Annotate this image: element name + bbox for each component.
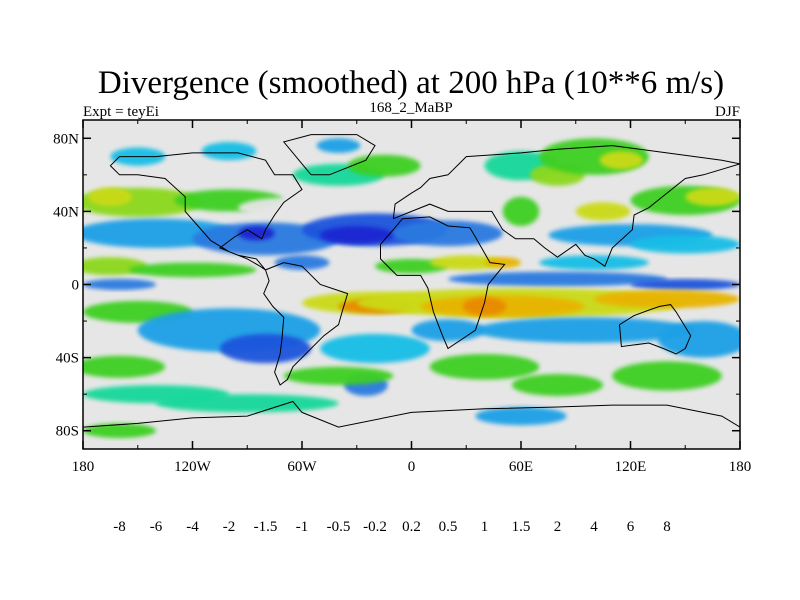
colorbar-label: 6 xyxy=(627,519,635,535)
field-blob xyxy=(575,405,722,420)
coastline xyxy=(380,216,506,350)
coastline xyxy=(619,304,692,355)
field-blob xyxy=(347,154,421,177)
colorbar-label: 4 xyxy=(590,519,598,535)
field-blob xyxy=(448,271,667,287)
field-blob xyxy=(247,273,357,289)
field-blob xyxy=(316,138,361,153)
y-axis: 80N 40N 0 40S 80S xyxy=(53,131,740,440)
field-blob xyxy=(612,361,722,391)
x-tick-label: 180 xyxy=(729,459,752,475)
field-blob xyxy=(320,333,430,364)
colorbar-label: 1.5 xyxy=(512,519,531,535)
subtitle-left: Expt = teyEi xyxy=(83,104,159,120)
field-blob xyxy=(128,262,257,278)
colorbar-label: -2 xyxy=(223,519,236,535)
x-tick-label: 120W xyxy=(174,459,212,475)
subtitle-right: DJF xyxy=(715,104,740,120)
field-blob xyxy=(462,297,507,316)
field-blob xyxy=(201,142,257,161)
divergence-field xyxy=(83,138,740,439)
field-blob xyxy=(393,220,503,247)
colorbar-label: -1.5 xyxy=(254,519,278,535)
field-blob xyxy=(539,255,649,270)
colorbar-label: 8 xyxy=(663,519,671,535)
field-blob xyxy=(83,423,156,439)
field-blob xyxy=(575,202,631,221)
field-blob xyxy=(484,257,521,269)
map-plot-area xyxy=(83,120,740,449)
y-tick-label: 40N xyxy=(53,204,79,220)
field-blob xyxy=(630,279,740,290)
field-blob xyxy=(429,255,503,270)
field-blob xyxy=(83,279,156,290)
field-blob xyxy=(594,290,740,309)
field-blob xyxy=(83,355,166,378)
field-blob xyxy=(238,226,275,241)
x-tick-label: 180 xyxy=(72,459,95,475)
field-blob xyxy=(511,374,604,396)
colorbar-label: 0.5 xyxy=(439,519,458,535)
colorbar-label: -1 xyxy=(296,519,309,535)
field-blob xyxy=(88,187,133,206)
x-tick-label: 60W xyxy=(287,459,317,475)
y-tick-label: 80S xyxy=(56,424,79,440)
colorbar-label: 2 xyxy=(554,519,562,535)
x-tick-label: 60E xyxy=(509,459,533,475)
colorbar-label: -4 xyxy=(186,519,199,535)
field-blob xyxy=(475,407,567,426)
field-blob xyxy=(630,235,740,254)
field-blob xyxy=(274,255,330,270)
colorbar-label: -0.2 xyxy=(363,519,387,535)
field-blob xyxy=(238,196,366,219)
field-blob xyxy=(320,226,394,245)
field-blob xyxy=(429,354,540,380)
field-blob xyxy=(502,196,540,226)
y-tick-label: 80N xyxy=(53,131,79,147)
chart-title: Divergence (smoothed) at 200 hPa (10**6 … xyxy=(98,65,724,101)
coastline xyxy=(83,400,740,428)
field-blob xyxy=(375,258,448,274)
x-tick-label: 120E xyxy=(615,459,647,475)
field-blob xyxy=(685,187,740,206)
field-blob xyxy=(411,319,485,342)
field-blob xyxy=(156,394,339,413)
y-tick-label: 40S xyxy=(56,351,79,367)
colorbar-label: -8 xyxy=(113,519,126,535)
y-tick-label: 0 xyxy=(72,278,80,294)
coastline xyxy=(109,152,303,271)
colorbar: -8 -6 -4 -2 -1.5 -1 -0.5 -0.2 0.2 0.5 1 1.5 2 4 6 8 xyxy=(113,519,671,535)
coastlines xyxy=(83,134,740,428)
colorbar-label: -0.5 xyxy=(327,519,351,535)
colorbar-label: 1 xyxy=(481,519,489,535)
field-blob xyxy=(283,366,394,385)
colorbar-label: -6 xyxy=(150,519,163,535)
coastline xyxy=(263,262,349,386)
coastline xyxy=(282,134,376,176)
field-blob xyxy=(599,151,644,170)
field-blob xyxy=(657,321,740,358)
coastline xyxy=(392,145,740,267)
x-tick-label: 0 xyxy=(408,459,416,475)
subtitle-center: 168_2_MaBP xyxy=(369,100,452,116)
colorbar-label: 0.2 xyxy=(402,519,421,535)
field-blob xyxy=(219,333,312,364)
field-blob xyxy=(475,317,695,344)
x-axis: 180 120W 60W 0 60E 120E 180 xyxy=(72,120,752,475)
